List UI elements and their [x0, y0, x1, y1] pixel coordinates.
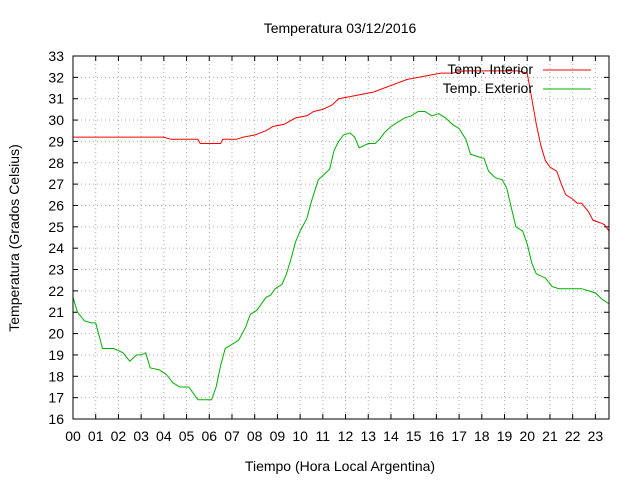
y-tick-label: 29	[48, 133, 64, 149]
y-tick-label: 31	[48, 91, 64, 107]
x-tick-label: 21	[542, 428, 558, 444]
x-tick-label: 03	[133, 428, 149, 444]
x-tick-label: 15	[406, 428, 422, 444]
x-tick-label: 02	[111, 428, 127, 444]
x-tick-label: 04	[156, 428, 172, 444]
x-tick-label: 20	[519, 428, 535, 444]
x-tick-label: 00	[65, 428, 81, 444]
y-tick-label: 27	[48, 176, 64, 192]
x-tick-label: 10	[292, 428, 308, 444]
y-tick-label: 20	[48, 326, 64, 342]
legend-label-interior: Temp. Interior	[447, 61, 533, 77]
y-tick-label: 18	[48, 368, 64, 384]
x-tick-label: 12	[338, 428, 354, 444]
x-tick-labels: 00 01 02 03 04 05 06 07 08 09 10 11 12 13 14 15 16 17 18 19…	[65, 428, 603, 444]
x-tick-label: 13	[360, 428, 376, 444]
y-tick-label: 24	[48, 240, 64, 256]
plot-frame	[72, 55, 610, 420]
y-tick-label: 23	[48, 262, 64, 278]
y-tick-label: 22	[48, 283, 64, 299]
x-tick-label: 08	[247, 428, 263, 444]
series-line-interior	[73, 70, 610, 232]
axis-ticks	[72, 55, 609, 420]
x-tick-label: 05	[179, 428, 195, 444]
x-tick-label: 01	[88, 428, 104, 444]
x-tick-label: 22	[565, 428, 581, 444]
y-tick-label: 17	[48, 390, 64, 406]
y-tick-label: 26	[48, 197, 64, 213]
y-tick-label: 16	[48, 411, 64, 427]
x-tick-label: 17	[451, 428, 467, 444]
y-tick-label: 21	[48, 304, 64, 320]
x-tick-label: 11	[316, 428, 331, 444]
y-tick-label: 19	[48, 347, 64, 363]
grid-lines	[73, 56, 609, 419]
x-tick-label: 09	[270, 428, 286, 444]
x-tick-label: 06	[201, 428, 217, 444]
y-tick-label: 32	[48, 69, 64, 85]
y-tick-label: 30	[48, 112, 64, 128]
series-line-exterior	[72, 111, 610, 401]
y-tick-labels: 16 17 18 19 20 21 22 23 24 25 26 27 28 29 30 31 32 33	[48, 48, 64, 427]
x-tick-label: 14	[383, 428, 399, 444]
x-tick-label: 07	[224, 428, 240, 444]
y-tick-label: 25	[48, 219, 64, 235]
chart-title: Temperatura 03/12/2016	[264, 20, 417, 36]
x-tick-label: 23	[588, 428, 604, 444]
x-tick-label: 19	[497, 428, 513, 444]
legend: Temp. Interior Temp. Exterior	[443, 61, 591, 96]
y-tick-label: 28	[48, 155, 64, 171]
y-tick-label: 33	[48, 48, 64, 64]
series-lines	[72, 70, 610, 401]
y-axis-label: Temperatura (Grados Celsius)	[6, 144, 22, 332]
x-tick-label: 18	[474, 428, 490, 444]
legend-label-exterior: Temp. Exterior	[443, 80, 534, 96]
x-tick-label: 16	[429, 428, 445, 444]
x-axis-label: Tiempo (Hora Local Argentina)	[245, 458, 435, 474]
